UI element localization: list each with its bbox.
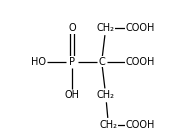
Text: O: O <box>68 23 76 33</box>
Text: COOH: COOH <box>126 57 155 67</box>
Text: HO: HO <box>31 57 46 67</box>
Text: C: C <box>98 57 105 67</box>
Text: OH: OH <box>65 90 80 100</box>
Text: CH₂: CH₂ <box>99 120 117 130</box>
Text: CH₂: CH₂ <box>97 90 115 100</box>
Text: CH₂: CH₂ <box>97 23 115 33</box>
Text: COOH: COOH <box>126 120 155 130</box>
Text: P: P <box>69 57 75 67</box>
Text: COOH: COOH <box>126 23 155 33</box>
